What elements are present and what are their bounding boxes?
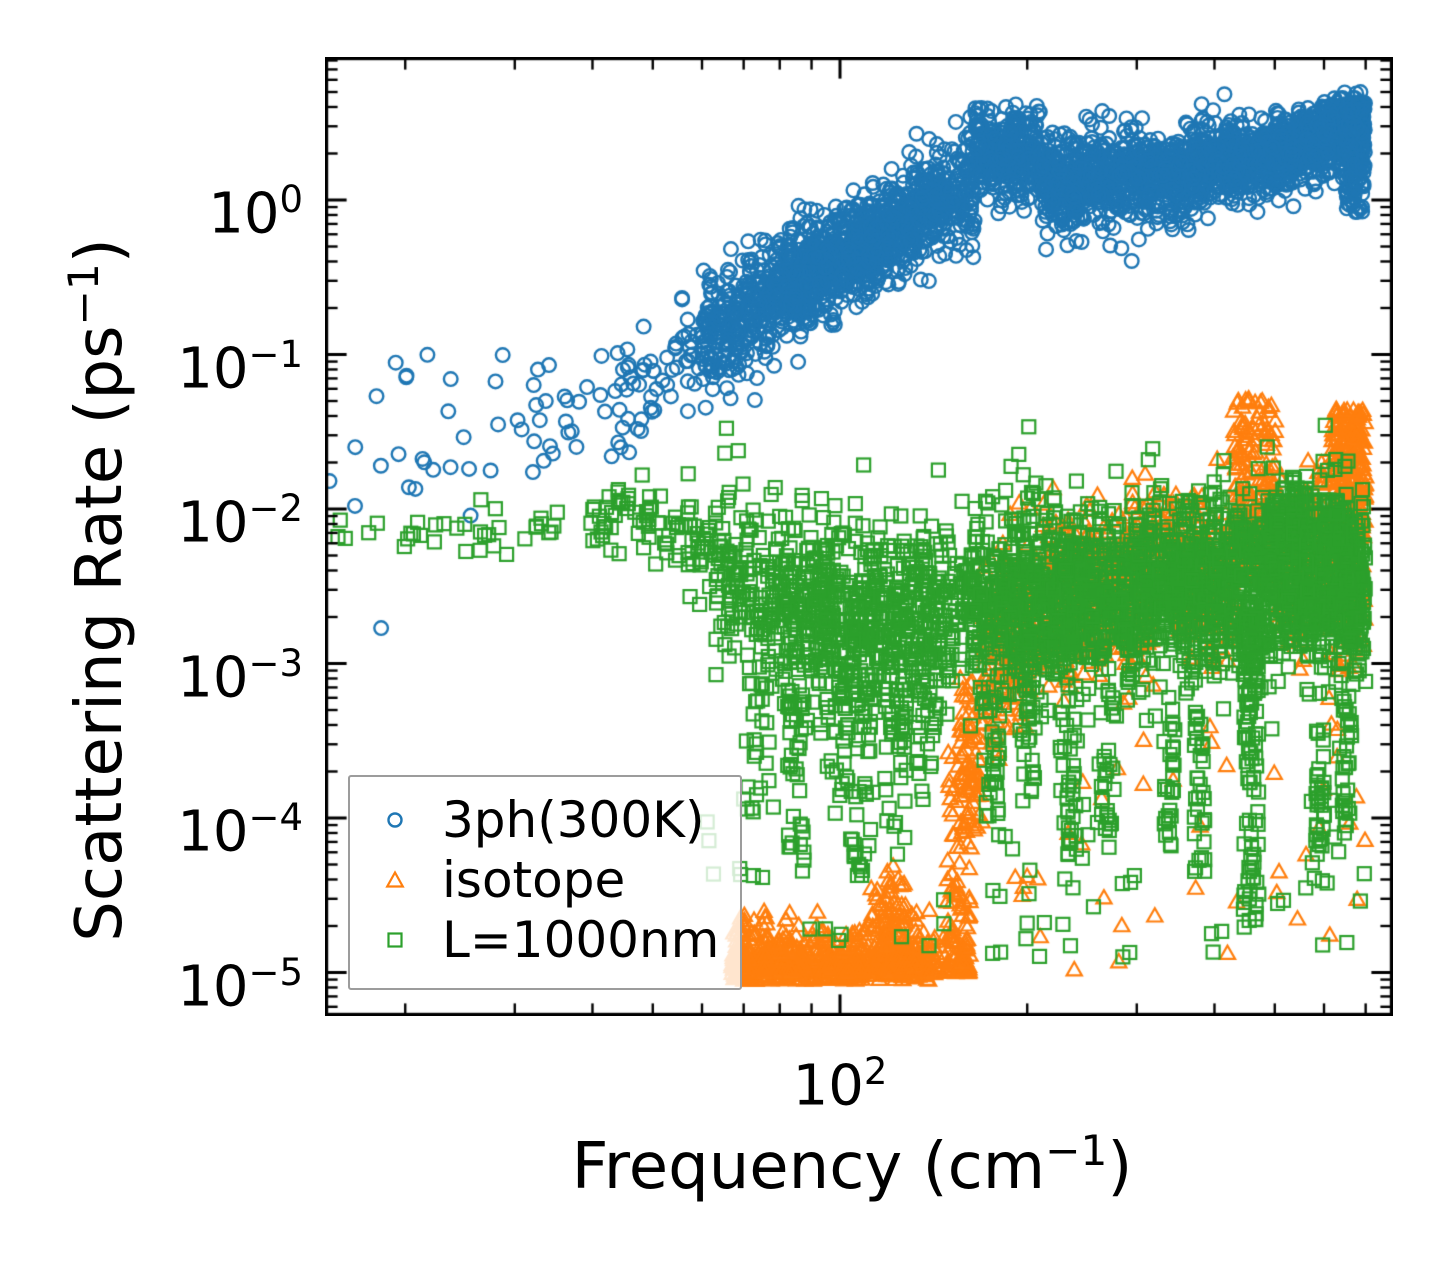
x-axis-label-text: Frequency (cm [571,1130,1046,1205]
y-axis-label-close: ) [63,238,138,264]
x-axis-label: Frequency (cm−1) [452,1126,1252,1204]
x-axis-label-exponent: −1 [1045,1126,1108,1175]
y-tick-label: 100 [0,165,303,246]
legend-row-3ph: 3ph(300K) [350,790,740,850]
y-tick-exponent: −5 [248,950,303,994]
y-tick-label: 10−4 [0,783,303,864]
y-tick-base: 10 [177,335,249,401]
legend-label-3ph: 3ph(300K) [442,791,705,849]
y-tick-label: 10−2 [0,474,303,555]
legend-row-isotope: isotope [350,850,740,910]
y-tick-label: 10−5 [0,938,303,1019]
legend-label-L1000nm: L=1000nm [442,911,720,969]
y-tick-exponent: −4 [248,796,303,839]
y-tick-base: 10 [177,644,249,710]
y-tick-exponent: −1 [248,332,303,376]
y-tick-base: 10 [177,490,249,556]
legend: 3ph(300K) isotope L=1000nm [348,775,742,990]
x-axis-label-close: ) [1107,1130,1133,1205]
y-tick-label: 10−1 [0,320,303,401]
legend-label-isotope: isotope [442,851,626,909]
legend-row-L1000nm: L=1000nm [350,910,740,970]
square-marker-icon [387,932,403,948]
y-tick-exponent: −3 [248,641,303,685]
x-tick-label: 102 [750,1032,930,1118]
y-tick-base: 10 [177,799,249,865]
x-tick-base: 10 [792,1053,864,1119]
y-tick-base: 10 [208,181,280,247]
y-tick-exponent: 0 [279,178,303,221]
y-tick-base: 10 [177,953,249,1019]
circle-marker-icon [387,812,403,828]
y-tick-label: 10−3 [0,629,303,710]
y-axis-label-exponent: −1 [58,263,108,326]
triangle-marker-icon [385,870,405,888]
x-tick-exponent: 2 [863,1050,888,1093]
y-tick-exponent: −2 [248,487,303,530]
